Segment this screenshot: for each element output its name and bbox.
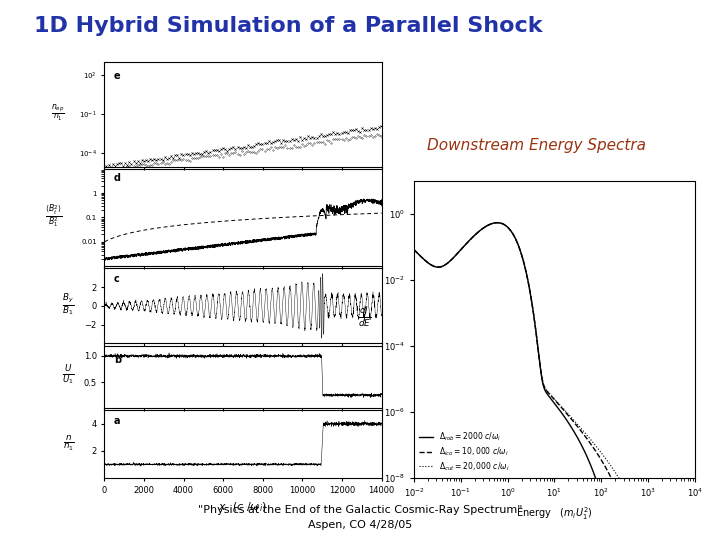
Text: a: a [114,416,121,426]
Y-axis label: $\frac{dJ}{dE}$: $\frac{dJ}{dE}$ [358,306,371,329]
Text: Downstream Energy Spectra: Downstream Energy Spectra [427,138,646,153]
$\Delta_{cut}=20,000\ c/\omega_i$ [438,263,447,269]
$\Delta_{ico}=10,000\ c/\omega_i$ [410,246,418,253]
Text: $\frac{n}{n_1}$: $\frac{n}{n_1}$ [63,433,74,453]
$\Delta_{cut}=20,000\ c/\omega_i$ [410,246,418,253]
Text: $\frac{B_y}{B_1}$: $\frac{B_y}{B_1}$ [63,292,74,318]
Line: $\Delta_{ico}=10,000\ c/\omega_i$: $\Delta_{ico}=10,000\ c/\omega_i$ [414,222,695,540]
$\Delta_{rob}=2000\ c/\omega_i$ [603,515,611,521]
Text: "Physics at the End of the Galactic Cosmic-Ray Spectrum": "Physics at the End of the Galactic Cosm… [198,505,522,515]
$\Delta_{rob}=2000\ c/\omega_i$ [534,345,542,351]
$\Delta_{cut}=20,000\ c/\omega_i$ [523,277,532,284]
$\Delta_{ico}=10,000\ c/\omega_i$ [629,536,638,540]
$\Delta_{rob}=2000\ c/\omega_i$ [493,219,502,226]
$\Delta_{ico}=10,000\ c/\omega_i$ [438,263,447,269]
Line: $\Delta_{cut}=20,000\ c/\omega_i$: $\Delta_{cut}=20,000\ c/\omega_i$ [414,222,695,540]
$\Delta_{ico}=10,000\ c/\omega_i$ [534,345,542,351]
Text: $x\ \ (c\ /\omega_i)$: $x\ \ (c\ /\omega_i)$ [218,501,268,515]
$\Delta_{rob}=2000\ c/\omega_i$ [438,263,447,269]
$\Delta_{ico}=10,000\ c/\omega_i$ [493,219,502,226]
$\Delta_{ico}=10,000\ c/\omega_i$ [603,467,611,474]
Text: e: e [114,71,121,82]
$\Delta_{cut}=20,000\ c/\omega_i$ [634,514,643,520]
$\Delta_{cut}=20,000\ c/\omega_i$ [534,345,542,351]
Text: $\frac{n_{ep}}{n_1}$: $\frac{n_{ep}}{n_1}$ [50,103,65,124]
Text: 1D Hybrid Simulation of a Parallel Shock: 1D Hybrid Simulation of a Parallel Shock [34,16,542,36]
Text: d: d [114,173,121,184]
Text: $\frac{\langle B_t^2 \rangle}{B_1^2}$: $\frac{\langle B_t^2 \rangle}{B_1^2}$ [45,204,63,229]
Text: $\frac{U}{U_1}$: $\frac{U}{U_1}$ [62,364,75,388]
Legend: $\Delta_{rob}=2000\ c/\omega_i$, $\Delta_{ico}=10,000\ c/\omega_i$, $\Delta_{cut: $\Delta_{rob}=2000\ c/\omega_i$, $\Delta… [418,429,511,474]
$\Delta_{rob}=2000\ c/\omega_i$ [410,246,418,253]
Text: Aspen, CO 4/28/05: Aspen, CO 4/28/05 [308,520,412,530]
Text: c: c [114,274,120,284]
Text: b: b [114,355,121,365]
X-axis label: Energy   $(m_i U_1^2)$: Energy $(m_i U_1^2)$ [516,505,593,522]
$\Delta_{ico}=10,000\ c/\omega_i$ [523,277,532,284]
$\Delta_{cut}=20,000\ c/\omega_i$ [493,219,502,226]
$\Delta_{cut}=20,000\ c/\omega_i$ [629,502,638,508]
$\Delta_{rob}=2000\ c/\omega_i$ [523,277,532,284]
Line: $\Delta_{rob}=2000\ c/\omega_i$: $\Delta_{rob}=2000\ c/\omega_i$ [414,222,695,540]
$\Delta_{cut}=20,000\ c/\omega_i$ [603,457,611,464]
